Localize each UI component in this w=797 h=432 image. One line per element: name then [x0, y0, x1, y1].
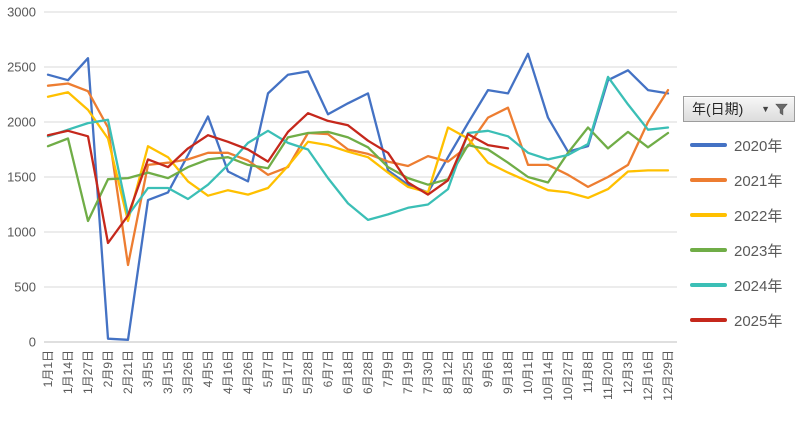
x-tick-label: 6月18日: [341, 350, 355, 394]
series-line-2022年: [46, 91, 670, 223]
funnel-icon: [775, 103, 788, 115]
y-tick-label: 1500: [7, 170, 36, 185]
y-tick-label: 500: [14, 280, 36, 295]
series-line-2024年: [46, 75, 670, 222]
x-tick-label: 1月14日: [61, 350, 75, 394]
legend-label: 2025年: [734, 312, 783, 330]
x-tick-label: 3月15日: [161, 350, 175, 394]
x-tick-label: 2月21日: [121, 350, 135, 394]
x-tick-label: 3月26日: [181, 350, 195, 394]
x-tick-label: 8月25日: [461, 350, 475, 394]
legend-label: 2021年: [734, 172, 783, 190]
legend-item-2025年: 2025年: [690, 310, 795, 330]
series-line-2023年: [46, 126, 670, 223]
legend-swatch: [690, 283, 727, 287]
x-tick-label: 11月20日: [601, 350, 615, 400]
legend-label: 2023年: [734, 242, 783, 260]
x-tick-label: 12月29日: [661, 350, 675, 401]
y-tick-label: 2500: [7, 60, 36, 75]
y-tick-label: 2000: [7, 115, 36, 130]
legend-swatch: [690, 248, 727, 252]
pivot-field-filter-button[interactable]: 年(日期) ▼: [683, 96, 795, 122]
x-tick-label: 11月8日: [581, 350, 595, 393]
legend-item-2023年: 2023年: [690, 240, 795, 260]
x-tick-label: 3月5日: [141, 350, 155, 387]
chevron-down-icon: ▼: [761, 103, 770, 114]
x-tick-label: 9月18日: [501, 350, 515, 394]
x-tick-label: 8月12日: [441, 350, 455, 394]
legend-label: 2020年: [734, 137, 783, 155]
legend-swatch: [690, 178, 727, 182]
x-tick-label: 12月16日: [641, 350, 655, 401]
legend-swatch: [690, 143, 727, 147]
legend-swatch: [690, 213, 727, 217]
legend-item-2021年: 2021年: [690, 170, 795, 190]
legend-label: 2024年: [734, 277, 783, 295]
x-tick-label: 10月27日: [561, 350, 575, 401]
x-tick-label: 4月26日: [241, 350, 255, 394]
x-tick-label: 2月9日: [101, 350, 115, 387]
series-line-2020年: [46, 52, 670, 341]
x-tick-label: 6月28日: [361, 350, 375, 394]
field-button-label: 年(日期): [692, 101, 744, 117]
x-tick-label: 1月27日: [81, 350, 95, 394]
x-tick-label: 5月17日: [281, 350, 295, 394]
legend-item-2024年: 2024年: [690, 275, 795, 295]
y-tick-label: 0: [29, 335, 36, 350]
series-line-2021年: [46, 82, 670, 267]
y-tick-label: 1000: [7, 225, 36, 240]
x-tick-label: 7月30日: [421, 350, 435, 394]
legend-label: 2022年: [734, 207, 783, 225]
x-tick-label: 4月16日: [221, 350, 235, 394]
x-tick-label: 4月5日: [201, 350, 215, 387]
legend-item-2022年: 2022年: [690, 205, 795, 225]
legend-swatch: [690, 318, 727, 322]
x-tick-label: 12月3日: [621, 350, 635, 394]
x-tick-label: 10月14日: [541, 350, 555, 401]
x-tick-label: 5月7日: [261, 350, 275, 387]
x-tick-label: 5月28日: [301, 350, 315, 394]
x-tick-label: 7月9日: [381, 350, 395, 387]
legend-entries: 2020年 2021年 2022年 2023年 2024年 2025年: [683, 135, 795, 330]
y-tick-label: 3000: [7, 5, 36, 20]
legend-item-2020年: 2020年: [690, 135, 795, 155]
chart-legend: 年(日期) ▼ 2020年 2021年 2022年 2023年 2024年 2025年: [683, 96, 795, 330]
series-line-2025年: [46, 112, 510, 245]
x-tick-label: 9月6日: [481, 350, 495, 387]
x-tick-label: 6月7日: [321, 350, 335, 387]
x-tick-label: 10月1日: [521, 350, 535, 394]
x-tick-label: 7月19日: [401, 350, 415, 394]
x-tick-label: 1月1日: [41, 350, 55, 387]
